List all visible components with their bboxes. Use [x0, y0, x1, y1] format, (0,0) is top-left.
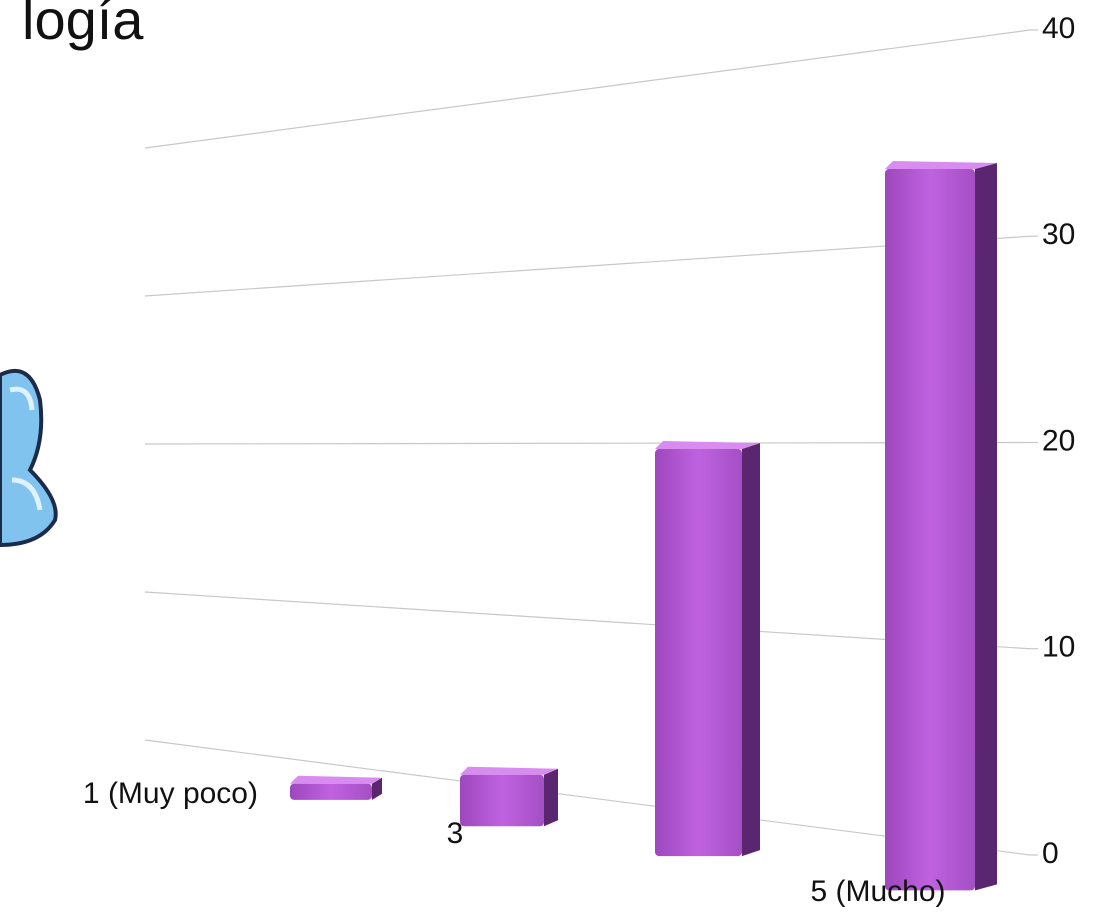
grid-line	[144, 29, 1031, 149]
bar-top	[460, 766, 558, 775]
y-tick-label: 40	[1042, 12, 1075, 45]
x-tick-label: 3	[447, 817, 464, 850]
bar-top	[290, 775, 382, 784]
bar	[460, 774, 544, 827]
bar	[885, 169, 975, 891]
grid-line	[144, 441, 1031, 445]
x-tick-label: 1 (Muy poco)	[83, 777, 258, 810]
y-tick-label: 10	[1042, 631, 1075, 664]
bar-side	[544, 768, 558, 827]
decorative-icon	[0, 369, 58, 548]
bar-side	[742, 443, 760, 857]
bar	[290, 783, 372, 800]
grid-line	[144, 739, 1031, 856]
bar-top	[885, 161, 997, 170]
bar-side	[372, 777, 382, 800]
bar-side	[975, 163, 997, 891]
y-tick-label: 0	[1042, 837, 1059, 870]
y-tick-label: 30	[1042, 218, 1075, 251]
bar	[655, 449, 742, 857]
x-tick-label: 5 (Mucho)	[810, 875, 945, 908]
bar-top	[655, 441, 760, 450]
grid-line	[144, 235, 1031, 297]
chart-title: logía	[22, 0, 144, 51]
grid-line	[144, 591, 1031, 650]
y-tick-label: 20	[1042, 424, 1075, 457]
